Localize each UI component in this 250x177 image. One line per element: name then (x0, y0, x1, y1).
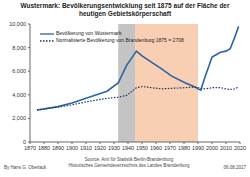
svg-text:1970: 1970 (164, 145, 176, 151)
svg-text:1990: 1990 (192, 145, 204, 151)
html-text:Wustermark: Bevölkerungsentwic: Wustermark: Bevölkerungsentwicklung seit… (20, 2, 230, 17)
svg-text:1940: 1940 (122, 145, 134, 151)
html-text:Normalisierte Bevölkerung von: Normalisierte Bevölkerung von Brandenbur… (56, 37, 184, 43)
svg-text:10,000: 10,000 (9, 21, 26, 27)
svg-text:2,000: 2,000 (12, 115, 26, 121)
svg-text:8,000: 8,000 (12, 45, 26, 51)
svg-text:1870: 1870 (24, 145, 36, 151)
svg-text:1980: 1980 (178, 145, 190, 151)
svg-text:1890: 1890 (52, 145, 64, 151)
svg-text:1950: 1950 (136, 145, 148, 151)
svg-text:2000: 2000 (206, 145, 218, 151)
svg-text:0: 0 (23, 139, 26, 145)
svg-text:1910: 1910 (80, 145, 92, 151)
svg-text:2020: 2020 (234, 145, 242, 151)
svg-text:1960: 1960 (150, 145, 162, 151)
svg-text:1900: 1900 (66, 145, 78, 151)
svg-text:6,000: 6,000 (12, 68, 26, 74)
svg-text:1920: 1920 (94, 145, 106, 151)
svg-text:1880: 1880 (38, 145, 50, 151)
html-text:Bevölkerung von Wustermark: Bevölkerung von Wustermark (56, 30, 122, 36)
svg-text:1930: 1930 (108, 145, 120, 151)
svg-text:4,000: 4,000 (12, 92, 26, 98)
html-text:By Hans G. Oberlack: By Hans G. Oberlack (4, 165, 47, 170)
svg-text:2010: 2010 (220, 145, 232, 151)
html-text:Source: Amt für Statistik Berl: Source: Amt für Statistik Berlin-Branden… (84, 157, 174, 162)
html-text:Historisches Gemeindeverzeichn: Historisches Gemeindeverzeichnis des Lan… (68, 162, 190, 168)
html-text:06.08.2017: 06.08.2017 (223, 165, 246, 170)
